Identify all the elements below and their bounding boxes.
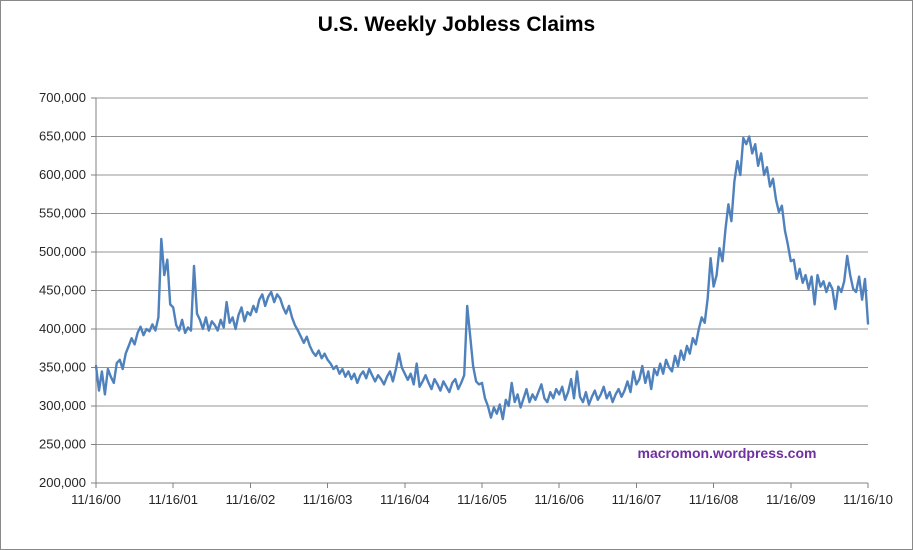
x-tick-label: 11/16/10 (843, 492, 893, 507)
y-tick-label: 250,000 (39, 437, 86, 452)
y-tick-label: 700,000 (39, 90, 86, 105)
x-tick-label: 11/16/03 (303, 492, 353, 507)
x-tick-label: 11/16/07 (612, 492, 662, 507)
y-tick-label: 200,000 (39, 475, 86, 490)
x-tick-label: 11/16/09 (766, 492, 816, 507)
y-tick-label: 500,000 (39, 244, 86, 259)
y-tick-label: 550,000 (39, 206, 86, 221)
x-tick-label: 11/16/06 (534, 492, 584, 507)
x-tick-label: 11/16/00 (71, 492, 121, 507)
y-tick-label: 650,000 (39, 129, 86, 144)
y-tick-label: 400,000 (39, 321, 86, 336)
x-tick-label: 11/16/08 (689, 492, 739, 507)
x-tick-label: 11/16/05 (457, 492, 507, 507)
chart-title: U.S. Weekly Jobless Claims (317, 13, 596, 36)
x-tick-label: 11/16/01 (148, 492, 198, 507)
y-tick-label: 450,000 (39, 283, 86, 298)
claims-line-series (94, 135, 870, 421)
x-tick-label: 11/16/02 (226, 492, 276, 507)
y-tick-label: 300,000 (39, 398, 86, 413)
x-tick-label: 11/16/04 (380, 492, 430, 507)
watermark-text: macromon.wordpress.com (637, 445, 817, 461)
y-tick-label: 350,000 (39, 360, 86, 375)
y-tick-label: 600,000 (39, 167, 86, 182)
